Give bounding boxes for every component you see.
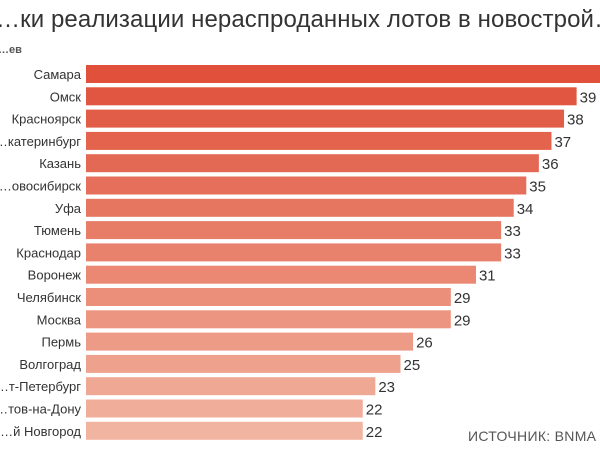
data-label: 29	[454, 312, 471, 329]
category-label: Тюмень	[34, 223, 81, 238]
bar	[86, 131, 552, 150]
bar	[86, 154, 539, 173]
category-label: Уфа	[55, 201, 82, 216]
bar	[86, 399, 363, 418]
category-label: Челябинск	[17, 290, 81, 305]
bar	[86, 288, 451, 306]
category-label: Красноярск	[12, 112, 82, 127]
data-label: 25	[404, 357, 421, 374]
data-label: 26	[416, 335, 433, 352]
category-label: Москва	[37, 312, 82, 327]
category-label: …т-Петербург	[0, 379, 81, 394]
bar	[86, 354, 401, 373]
data-label: 34	[517, 201, 534, 218]
data-label: 39	[580, 89, 597, 106]
source-note: ИСТОЧНИК: BNMA	[468, 428, 597, 444]
bar	[86, 109, 565, 128]
category-label: …катеринбург	[0, 134, 81, 149]
category-label: Воронеж	[28, 268, 82, 283]
bar	[86, 87, 577, 106]
category-label: Омск	[50, 89, 82, 104]
bar	[86, 243, 502, 262]
data-label: 33	[504, 223, 521, 240]
bar	[86, 310, 451, 329]
category-label: Пермь	[41, 335, 81, 350]
unit-label: …ев	[0, 44, 22, 56]
category-label: Самара	[34, 67, 82, 82]
data-label: 22	[366, 424, 383, 441]
data-label: 36	[542, 156, 559, 173]
category-label: Волгоград	[19, 357, 81, 372]
bar	[86, 421, 363, 440]
data-label: 33	[504, 245, 521, 262]
category-label: …овосибирск	[0, 179, 81, 194]
category-label: Краснодар	[16, 245, 81, 260]
bar	[86, 265, 476, 284]
category-label: …тов-на-Дону	[0, 402, 81, 417]
data-label: 29	[454, 290, 471, 307]
bar	[86, 65, 600, 83]
data-label: 35	[529, 179, 546, 196]
bar	[86, 221, 502, 240]
bar	[86, 377, 376, 396]
data-label: 31	[479, 268, 496, 285]
bar	[86, 176, 527, 195]
bar	[86, 198, 514, 217]
category-label: Казань	[39, 156, 81, 171]
data-label: 23	[378, 379, 395, 396]
data-label: 22	[366, 402, 383, 419]
bar	[86, 332, 414, 351]
chart-title: …ки реализации нераспроданных лотов в но…	[0, 6, 600, 33]
data-label: 37	[554, 134, 571, 151]
data-label: 38	[567, 112, 584, 129]
category-label: …й Новгород	[0, 424, 81, 439]
